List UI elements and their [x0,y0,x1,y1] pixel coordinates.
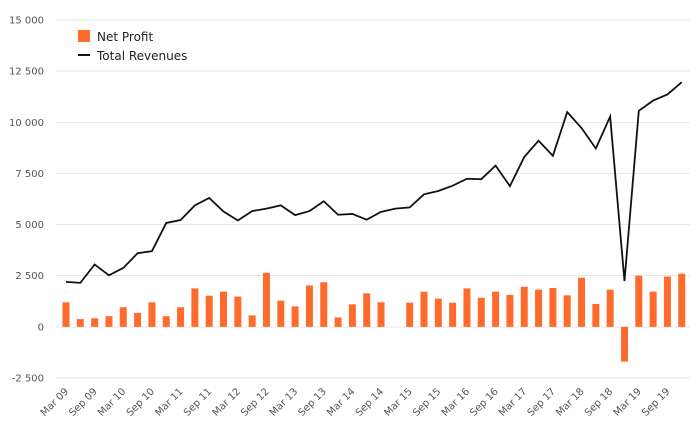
net-profit-bar [434,298,442,327]
grid-layer [56,19,690,379]
net-profit-bar [234,296,242,327]
x-tick-label: Sep 13 [297,386,329,418]
legend-total-revenues-label: Total Revenues [96,49,187,63]
x-tick-label: Mar 17 [497,386,529,418]
y-tick-label: 12 500 [9,67,44,78]
net-profit-bar [406,302,414,327]
net-profit-bar [262,272,270,327]
x-tick-label: Sep 18 [583,386,615,418]
net-profit-bar [148,302,156,327]
net-profit-bar [506,294,514,327]
y-axis-labels: -2 500 0 2 500 5 000 7 500 10 000 12 500 15 000 [9,16,44,385]
net-profit-bar [119,307,127,327]
net-profit-bar [348,304,356,327]
net-profit-bar [220,291,228,327]
net-profit-bar [76,319,84,327]
net-profit-bar [492,291,500,327]
net-profit-bar [105,316,113,327]
y-tick-label: 2 500 [15,271,44,282]
x-tick-label: Sep 11 [182,386,214,418]
net-profit-bar [291,306,299,327]
net-profit-bar [663,276,671,327]
net-profit-bar [377,302,385,327]
legend-net-profit-swatch [78,30,90,42]
net-profit-bar [463,288,471,327]
net-profit-bar [191,288,199,327]
net-profit-bar [477,297,485,327]
x-tick-label: Sep 14 [354,386,386,418]
net-profit-bars [62,272,686,362]
net-profit-bar [134,312,142,327]
x-tick-label: Mar 12 [211,386,243,418]
net-profit-bar [563,295,571,327]
x-tick-label: Sep 15 [411,386,443,418]
net-profit-bar [649,291,657,327]
net-profit-bar [177,307,185,327]
x-tick-label: Mar 11 [153,386,185,418]
net-profit-bar [334,317,342,327]
x-tick-label: Mar 14 [325,386,357,418]
legend: Net Profit Total Revenues [78,30,187,63]
net-profit-bar [592,303,600,327]
y-tick-label: -2 500 [12,374,44,385]
x-tick-label: Sep 12 [239,386,271,418]
legend-net-profit-label: Net Profit [97,30,153,44]
net-profit-bar [520,286,528,327]
net-profit-bar [535,289,543,327]
x-tick-label: Mar 16 [440,386,472,418]
net-profit-bar [635,275,643,327]
x-tick-label: Sep 16 [468,386,500,418]
total-revenues-line [65,81,683,284]
net-profit-bar [205,295,213,327]
net-profit-bar [91,318,99,327]
y-tick-label: 10 000 [9,118,44,129]
x-tick-label: Sep 10 [125,386,157,418]
x-tick-label: Mar 09 [39,386,71,418]
net-profit-bar [606,289,614,327]
y-tick-label: 0 [38,322,44,333]
net-profit-bar [363,293,371,327]
x-tick-label: Mar 19 [612,386,644,418]
y-tick-label: 15 000 [9,16,44,27]
y-tick-label: 5 000 [15,220,44,231]
x-tick-label: Mar 15 [382,386,414,418]
net-profit-bar [449,302,457,327]
net-profit-bar [62,302,70,327]
net-profit-bar [248,315,256,327]
net-profit-bar [277,300,285,327]
x-tick-label: Sep 19 [640,386,672,418]
total-revenues-line-layer [65,81,683,284]
net-profit-bar [420,291,428,327]
net-profit-bar [320,282,328,327]
x-tick-label: Sep 17 [526,386,558,418]
x-tick-label: Mar 18 [554,386,586,418]
net-profit-bar [162,316,170,327]
x-tick-label: Mar 10 [96,386,128,418]
x-tick-label: Mar 13 [268,386,300,418]
y-tick-label: 7 500 [15,169,44,180]
net-profit-bar [620,326,628,362]
net-profit-bar [305,285,313,327]
net-profit-bar [549,287,557,327]
net-profit-bar [578,277,586,327]
x-tick-label: Sep 09 [67,386,99,418]
net-profit-bar [678,273,686,327]
